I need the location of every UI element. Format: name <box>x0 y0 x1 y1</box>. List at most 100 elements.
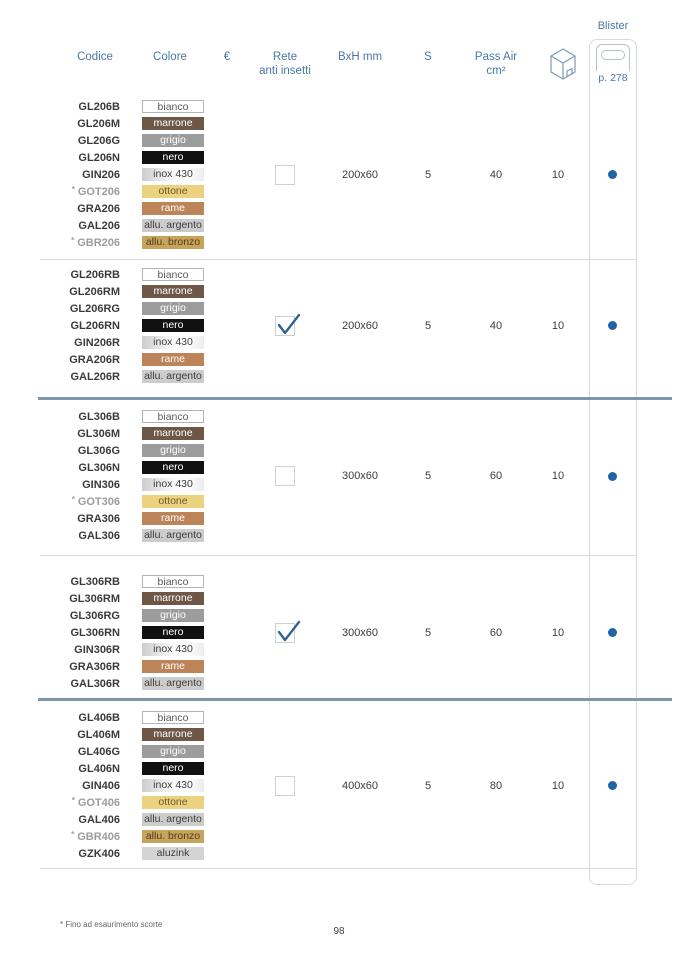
color-swatch-row: allu. bronzo <box>128 234 212 251</box>
color-swatch-row: grigio <box>128 607 212 624</box>
footnote: * Fino ad esaurimento scorte <box>60 920 163 929</box>
product-code: * GOT306 <box>40 493 128 510</box>
product-code: GIN406 <box>40 777 128 794</box>
product-code: GIN206 <box>40 166 128 183</box>
product-code: GAL406 <box>40 811 128 828</box>
blister-dot-icon <box>608 471 617 481</box>
color-swatch-argento: allu. argento <box>142 219 204 232</box>
product-code-text: GOT406 <box>77 796 120 809</box>
color-swatch-row: marrone <box>128 425 212 442</box>
color-swatch-nero: nero <box>142 151 204 164</box>
product-code-text: GL206RN <box>70 319 120 332</box>
product-code-text: GZK406 <box>78 847 120 860</box>
color-swatch-grigio: grigio <box>142 609 204 622</box>
product-group: GL306RB GL306RM GL306RG GL306RN GIN306R GRA30… <box>40 573 637 692</box>
product-code-text: GIN306R <box>74 643 120 656</box>
color-swatch-row: grigio <box>128 442 212 459</box>
product-code-text: GIN206R <box>74 336 120 349</box>
product-code: GL206N <box>40 149 128 166</box>
product-code: * GBR206 <box>40 234 128 251</box>
product-code: GIN206R <box>40 334 128 351</box>
product-code-text: GOT306 <box>77 495 120 508</box>
column-header-codice: Codice <box>77 51 113 63</box>
color-swatch-inox430: inox 430 <box>142 168 204 181</box>
pass-air-value: 60 <box>489 626 503 639</box>
color-swatch-bianco: bianco <box>142 100 204 113</box>
blister-dot-icon <box>608 321 617 330</box>
product-code: GL306RB <box>40 573 128 590</box>
product-code: GL406G <box>40 743 128 760</box>
availability-asterisk: * <box>71 495 75 504</box>
product-code-text: GIN306 <box>82 478 120 491</box>
bxh-value: 400x60 <box>341 779 379 792</box>
color-swatch-argento: allu. argento <box>142 370 204 383</box>
color-swatch-inox430: inox 430 <box>142 336 204 349</box>
rete-checkbox[interactable] <box>275 466 295 486</box>
colore-column: bianco marrone grigio nero inox 430 ottone ram… <box>128 408 212 544</box>
product-code-text: GAL206R <box>70 370 120 383</box>
color-swatch-aluzink: aluzink <box>142 847 204 860</box>
color-swatch-row: grigio <box>128 300 212 317</box>
product-code-text: GL306B <box>78 410 120 423</box>
color-swatch-bianco: bianco <box>142 575 204 588</box>
product-code: * GBR406 <box>40 828 128 845</box>
pass-air-value: 40 <box>489 319 503 332</box>
color-swatch-row: allu. bronzo <box>128 828 212 845</box>
color-swatch-row: inox 430 <box>128 641 212 658</box>
color-swatch-nero: nero <box>142 319 204 332</box>
product-code-text: GRA306 <box>77 512 120 525</box>
product-code: GL206G <box>40 132 128 149</box>
product-code: GRA206 <box>40 200 128 217</box>
product-code: GRA306R <box>40 658 128 675</box>
codice-column: GL406B GL406M GL406G GL406N GIN406 * GOT406 GAL… <box>40 709 128 862</box>
color-swatch-row: bianco <box>128 709 212 726</box>
product-code-text: GRA306R <box>69 660 120 673</box>
color-swatch-ottone: ottone <box>142 796 204 809</box>
blister-cell <box>588 266 637 385</box>
product-code: GL206RN <box>40 317 128 334</box>
product-code-text: GAL206 <box>78 219 120 232</box>
product-code-text: GL206N <box>78 151 120 164</box>
qty-value: 10 <box>551 626 565 639</box>
group-separator-blue <box>38 698 672 701</box>
color-swatch-marrone: marrone <box>142 427 204 440</box>
price-cell <box>212 573 242 692</box>
product-code-text: GL206M <box>77 117 120 130</box>
rete-cell <box>242 408 328 544</box>
color-swatch-marrone: marrone <box>142 285 204 298</box>
page-number: 98 <box>333 926 345 937</box>
color-swatch-row: nero <box>128 760 212 777</box>
product-code-text: GL306M <box>77 427 120 440</box>
group-separator-light <box>40 555 637 556</box>
colore-column: bianco marrone grigio nero inox 430 ottone all… <box>128 709 212 862</box>
bxh-value: 300x60 <box>341 470 379 482</box>
color-swatch-bianco: bianco <box>142 410 204 423</box>
color-swatch-row: marrone <box>128 283 212 300</box>
product-code: GL206B <box>40 98 128 115</box>
color-swatch-inox430: inox 430 <box>142 779 204 792</box>
color-swatch-row: bianco <box>128 408 212 425</box>
product-code: GL406N <box>40 760 128 777</box>
carton-box-icon <box>550 48 576 80</box>
product-code: GIN306 <box>40 476 128 493</box>
qty-value: 10 <box>551 319 565 332</box>
availability-asterisk: * <box>71 796 75 805</box>
rete-checkbox[interactable] <box>275 620 301 643</box>
product-code-text: GIN406 <box>82 779 120 792</box>
rete-checkbox[interactable] <box>275 313 301 336</box>
color-swatch-rame: rame <box>142 202 204 215</box>
blister-dot-icon <box>608 781 617 790</box>
product-code-text: GL406B <box>78 711 120 724</box>
product-group: GL306B GL306M GL306G GL306N GIN306 * GOT306 GRA… <box>40 408 637 544</box>
product-code-text: GL306RG <box>69 609 120 622</box>
rete-checkbox[interactable] <box>275 775 295 796</box>
bxh-value: 200x60 <box>341 168 379 181</box>
blister-column <box>589 39 637 885</box>
blister-cell <box>588 408 637 544</box>
rete-checkbox[interactable] <box>275 164 295 185</box>
column-header-colore: Colore <box>153 51 187 63</box>
availability-asterisk: * <box>71 185 75 194</box>
blister-hang-hole <box>601 50 625 60</box>
product-code-text: GRA206R <box>69 353 120 366</box>
product-code: GL206RM <box>40 283 128 300</box>
